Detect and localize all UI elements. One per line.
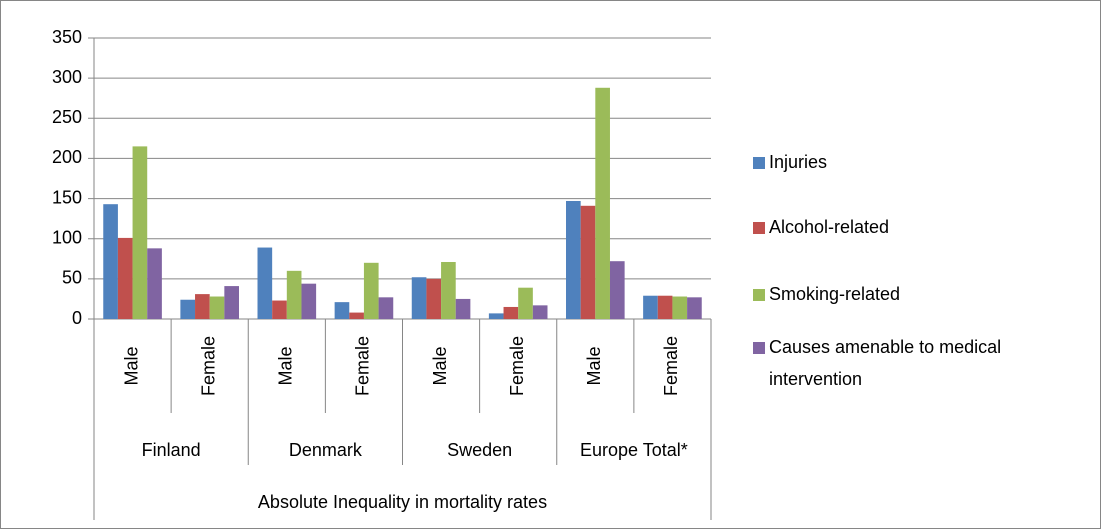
- bar: [609, 261, 625, 319]
- bar: [532, 305, 548, 319]
- legend-label: Causes amenable to medical intervention: [769, 337, 1001, 389]
- bar: [455, 298, 471, 319]
- bar: [580, 205, 596, 319]
- legend-label: Injuries: [769, 152, 827, 172]
- group-label: Finland: [142, 440, 201, 460]
- legend-swatch: [753, 222, 765, 234]
- y-tick-label: 100: [52, 227, 82, 247]
- bar: [363, 262, 379, 319]
- y-tick-label: 50: [62, 268, 82, 288]
- bar: [209, 296, 225, 319]
- bar: [117, 237, 133, 319]
- y-tick-label: 150: [52, 187, 82, 207]
- bar: [224, 286, 239, 319]
- bar: [334, 302, 350, 319]
- bar: [426, 278, 442, 319]
- x-tick-label: Female: [661, 336, 681, 396]
- bar: [257, 247, 273, 319]
- legend-swatch: [753, 157, 765, 169]
- bar: [103, 204, 118, 319]
- bar: [657, 295, 673, 319]
- bar: [349, 312, 364, 319]
- y-tick-label: 250: [52, 107, 82, 127]
- x-tick-label: Female: [198, 336, 218, 396]
- bar: [643, 295, 658, 319]
- bar: [411, 277, 427, 319]
- bar: [687, 297, 702, 319]
- legend-swatch: [753, 289, 765, 301]
- bar: [286, 270, 302, 319]
- bar: [518, 287, 533, 319]
- y-tick-label: 200: [52, 147, 82, 167]
- group-label: Sweden: [447, 440, 512, 460]
- x-tick-label: Male: [430, 346, 450, 385]
- bar: [180, 299, 196, 319]
- y-tick-label: 0: [72, 308, 82, 328]
- bar: [566, 200, 581, 319]
- x-tick-label: Male: [121, 346, 141, 385]
- y-tick-label: 300: [52, 67, 82, 87]
- group-label: Europe Total*: [580, 440, 688, 460]
- legend-swatch: [753, 342, 765, 354]
- legend-label: Smoking-related: [769, 284, 900, 304]
- y-tick-label: 350: [52, 27, 82, 47]
- bar: [195, 294, 210, 319]
- bar: [595, 87, 610, 319]
- x-tick-label: Female: [353, 336, 373, 396]
- legend-line: intervention: [769, 369, 862, 389]
- bar: [503, 306, 519, 319]
- group-axis-label: Absolute Inequality in mortality rates: [258, 492, 547, 512]
- legend-line: Causes amenable to medical: [769, 337, 1001, 357]
- group-label: Denmark: [289, 440, 363, 460]
- bar: [132, 146, 148, 319]
- bar: [272, 300, 287, 319]
- bar: [147, 248, 162, 319]
- bar: [672, 296, 688, 319]
- x-tick-label: Female: [507, 336, 527, 396]
- bar: [301, 283, 317, 319]
- x-tick-label: Male: [584, 346, 604, 385]
- bar: [441, 261, 456, 319]
- bar: [488, 313, 504, 319]
- x-tick-label: Male: [276, 346, 296, 385]
- legend-label: Alcohol-related: [769, 217, 889, 237]
- bar: [378, 297, 394, 319]
